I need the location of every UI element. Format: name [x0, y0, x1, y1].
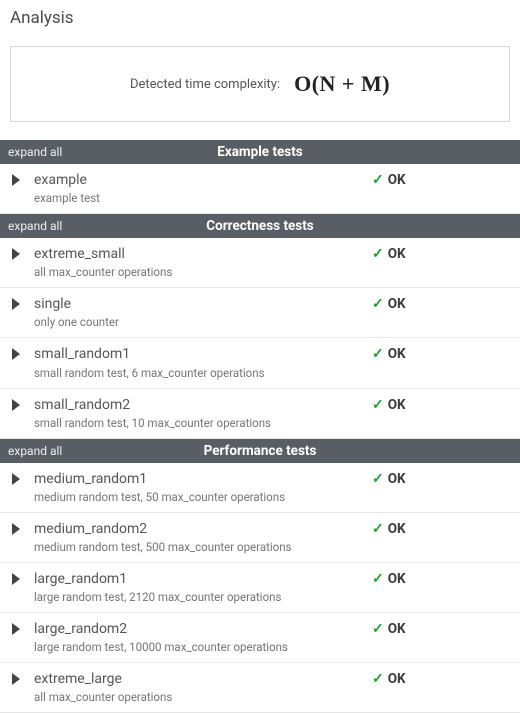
test-description: example test — [34, 191, 372, 206]
test-status: ✓OK — [372, 470, 512, 487]
test-description: large random test, 2120 max_counter oper… — [34, 590, 372, 605]
test-main: medium_random1medium random test, 50 max… — [34, 470, 372, 505]
test-row[interactable]: small_random2small random test, 10 max_c… — [0, 389, 520, 439]
test-main: large_random1large random test, 2120 max… — [34, 570, 372, 605]
test-row[interactable]: extreme_largeall max_counter operations✓… — [0, 663, 520, 713]
test-name: large_random2 — [34, 620, 372, 638]
test-main: small_random2small random test, 10 max_c… — [34, 396, 372, 431]
expand-icon[interactable] — [12, 248, 20, 260]
check-icon: ✓ — [372, 246, 384, 262]
test-status: ✓OK — [372, 620, 512, 637]
test-name: extreme_small — [34, 245, 372, 263]
test-status: ✓OK — [372, 670, 512, 687]
test-description: small random test, 10 max_counter operat… — [34, 416, 372, 431]
test-status: ✓OK — [372, 396, 512, 413]
test-status: ✓OK — [372, 171, 512, 188]
complexity-label: Detected time complexity: — [130, 77, 280, 92]
test-name: small_random2 — [34, 396, 372, 414]
check-icon: ✓ — [372, 471, 384, 487]
expand-icon[interactable] — [12, 174, 20, 186]
test-name: extreme_large — [34, 670, 372, 688]
status-text: OK — [388, 246, 406, 262]
status-text: OK — [388, 346, 406, 362]
test-description: large random test, 10000 max_counter ope… — [34, 640, 372, 655]
test-status: ✓OK — [372, 295, 512, 312]
expand-icon[interactable] — [12, 298, 20, 310]
expand-icon[interactable] — [12, 623, 20, 635]
check-icon: ✓ — [372, 621, 384, 637]
status-text: OK — [388, 621, 406, 637]
test-row[interactable]: large_random2large random test, 10000 ma… — [0, 613, 520, 663]
status-text: OK — [388, 671, 406, 687]
test-main: small_random1small random test, 6 max_co… — [34, 345, 372, 380]
section-title: Correctness tests — [0, 218, 520, 234]
section-header: expand allCorrectness tests — [0, 214, 520, 238]
section-header: expand allExample tests — [0, 140, 520, 164]
test-main: extreme_largeall max_counter operations — [34, 670, 372, 705]
status-text: OK — [388, 397, 406, 413]
check-icon: ✓ — [372, 521, 384, 537]
section-title: Example tests — [0, 144, 520, 160]
test-row[interactable]: extreme_smallall max_counter operations✓… — [0, 238, 520, 288]
test-main: large_random2large random test, 10000 ma… — [34, 620, 372, 655]
expand-icon[interactable] — [12, 399, 20, 411]
test-row[interactable]: example example test✓OK — [0, 164, 520, 214]
page-title: Analysis — [0, 0, 520, 32]
test-row[interactable]: small_random1small random test, 6 max_co… — [0, 338, 520, 388]
complexity-panel: Detected time complexity: O(N + M) — [10, 46, 510, 122]
section-header: expand allPerformance tests — [0, 439, 520, 463]
status-text: OK — [388, 521, 406, 537]
test-name: medium_random2 — [34, 520, 372, 538]
expand-icon[interactable] — [12, 673, 20, 685]
test-status: ✓OK — [372, 570, 512, 587]
test-main: extreme_smallall max_counter operations — [34, 245, 372, 280]
test-name: single — [34, 295, 372, 313]
expand-icon[interactable] — [12, 473, 20, 485]
status-text: OK — [388, 296, 406, 312]
status-text: OK — [388, 471, 406, 487]
expand-all-link[interactable]: expand all — [0, 145, 70, 159]
test-name: example — [34, 171, 372, 189]
test-main: medium_random2medium random test, 500 ma… — [34, 520, 372, 555]
test-row[interactable]: medium_random1medium random test, 50 max… — [0, 463, 520, 513]
complexity-value: O(N + M) — [294, 71, 390, 96]
test-row[interactable]: large_random1large random test, 2120 max… — [0, 563, 520, 613]
test-name: medium_random1 — [34, 470, 372, 488]
test-main: example example test — [34, 171, 372, 206]
test-status: ✓OK — [372, 245, 512, 262]
test-description: medium random test, 500 max_counter oper… — [34, 540, 372, 555]
check-icon: ✓ — [372, 671, 384, 687]
test-description: medium random test, 50 max_counter opera… — [34, 490, 372, 505]
expand-icon[interactable] — [12, 523, 20, 535]
test-description: all max_counter operations — [34, 690, 372, 705]
test-sections: expand allExample testsexampleexample te… — [0, 140, 520, 713]
status-text: OK — [388, 172, 406, 188]
test-name: large_random1 — [34, 570, 372, 588]
check-icon: ✓ — [372, 346, 384, 362]
check-icon: ✓ — [372, 172, 384, 188]
section-title: Performance tests — [0, 443, 520, 459]
expand-icon[interactable] — [12, 573, 20, 585]
expand-all-link[interactable]: expand all — [0, 444, 70, 458]
check-icon: ✓ — [372, 571, 384, 587]
expand-icon[interactable] — [12, 348, 20, 360]
status-text: OK — [388, 571, 406, 587]
test-status: ✓OK — [372, 345, 512, 362]
test-name: small_random1 — [34, 345, 372, 363]
test-description: small random test, 6 max_counter operati… — [34, 366, 372, 381]
test-main: single only one counter — [34, 295, 372, 330]
test-row[interactable]: single only one counter✓OK — [0, 288, 520, 338]
test-description: only one counter — [34, 315, 372, 330]
check-icon: ✓ — [372, 397, 384, 413]
test-description: all max_counter operations — [34, 265, 372, 280]
test-row[interactable]: medium_random2medium random test, 500 ma… — [0, 513, 520, 563]
expand-all-link[interactable]: expand all — [0, 219, 70, 233]
check-icon: ✓ — [372, 296, 384, 312]
test-status: ✓OK — [372, 520, 512, 537]
